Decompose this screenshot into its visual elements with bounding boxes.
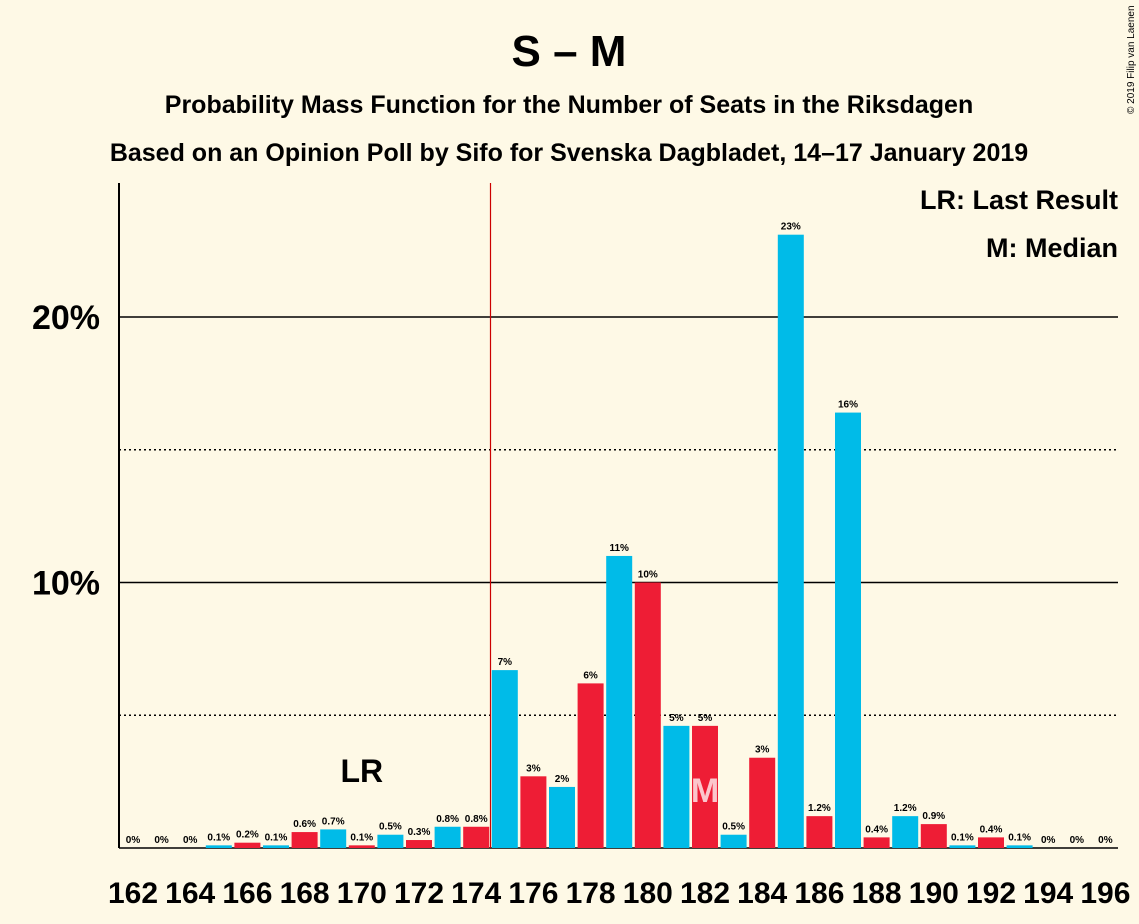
bar-seat-191 xyxy=(949,845,976,848)
data-label-seat-173: 0.8% xyxy=(436,814,459,825)
bar-seat-169 xyxy=(320,829,347,848)
data-label-seat-172: 0.3% xyxy=(408,827,431,838)
data-labels: 0% 0% 0% 0.1% 0.2% 0.1% 0.6% 0.7% 0.1% 0.5% 0.3% 0.… xyxy=(126,222,1113,846)
bar-seat-176 xyxy=(520,776,547,848)
bar-seat-173 xyxy=(434,826,461,848)
data-label-seat-185: 23% xyxy=(781,222,801,233)
x-tick-174: 174 xyxy=(451,877,501,910)
data-label-seat-169: 0.7% xyxy=(322,816,345,827)
x-tick-186: 186 xyxy=(794,877,844,910)
bar-seat-180 xyxy=(634,582,661,848)
data-label-seat-171: 0.5% xyxy=(379,822,402,833)
data-label-seat-189: 1.2% xyxy=(894,803,917,814)
data-label-seat-183: 0.5% xyxy=(722,822,745,833)
bar-seat-170 xyxy=(348,845,375,848)
data-label-seat-176: 3% xyxy=(526,763,541,774)
bar-seat-174 xyxy=(463,826,490,848)
x-tick-192: 192 xyxy=(966,877,1016,910)
data-label-seat-180: 10% xyxy=(638,570,658,581)
data-label-seat-190: 0.9% xyxy=(922,811,945,822)
data-label-seat-193: 0.1% xyxy=(1008,832,1031,843)
legend-median: M: Median xyxy=(986,233,1118,263)
x-tick-180: 180 xyxy=(623,877,673,910)
bar-seat-186 xyxy=(806,816,833,848)
x-tick-176: 176 xyxy=(508,877,558,910)
x-tick-168: 168 xyxy=(280,877,330,910)
copyright-text: © 2019 Filip van Laenen xyxy=(1126,5,1137,114)
data-label-seat-165: 0.1% xyxy=(207,832,230,843)
data-label-seat-194: 0% xyxy=(1041,835,1056,846)
chart-subtitle-1: Probability Mass Function for the Number… xyxy=(165,91,973,119)
data-label-seat-174: 0.8% xyxy=(465,814,488,825)
data-label-seat-177: 2% xyxy=(555,774,570,785)
x-tick-184: 184 xyxy=(737,877,787,910)
data-label-seat-167: 0.1% xyxy=(265,832,288,843)
data-label-seat-182: 5% xyxy=(698,713,713,724)
bar-seat-183 xyxy=(720,834,747,848)
data-label-seat-166: 0.2% xyxy=(236,830,259,841)
data-label-seat-175: 7% xyxy=(498,657,513,668)
chart-title: S – M xyxy=(512,27,627,76)
data-label-seat-196: 0% xyxy=(1098,835,1113,846)
bar-seat-178 xyxy=(577,683,604,848)
bar-seat-184 xyxy=(749,757,776,848)
bar-seat-193 xyxy=(1006,845,1033,848)
data-label-seat-188: 0.4% xyxy=(865,824,888,835)
data-label-seat-186: 1.2% xyxy=(808,803,831,814)
data-label-seat-184: 3% xyxy=(755,745,770,756)
median-marker: M xyxy=(691,772,719,810)
data-label-seat-164: 0% xyxy=(183,835,198,846)
bars xyxy=(205,234,1033,848)
x-tick-196: 196 xyxy=(1080,877,1130,910)
data-label-seat-170: 0.1% xyxy=(350,832,373,843)
bar-seat-181 xyxy=(663,725,690,848)
data-label-seat-195: 0% xyxy=(1070,835,1085,846)
data-label-seat-162: 0% xyxy=(126,835,141,846)
bar-seat-185 xyxy=(777,234,804,848)
bar-seat-171 xyxy=(377,834,404,848)
bar-seat-168 xyxy=(291,832,318,848)
data-label-seat-179: 11% xyxy=(609,543,629,554)
data-label-seat-181: 5% xyxy=(669,713,684,724)
data-label-seat-192: 0.4% xyxy=(980,824,1003,835)
x-tick-172: 172 xyxy=(394,877,444,910)
last-result-marker: LR xyxy=(340,753,383,789)
x-tick-labels: 162 164 166 168 170 172 174 176 178 180 182 184 186 1… xyxy=(108,877,1130,910)
data-label-seat-168: 0.6% xyxy=(293,819,316,830)
x-tick-170: 170 xyxy=(337,877,387,910)
data-label-seat-178: 6% xyxy=(583,670,598,681)
x-tick-188: 188 xyxy=(852,877,902,910)
bar-seat-192 xyxy=(978,837,1004,848)
y-tick-20: 20% xyxy=(32,299,100,337)
bar-seat-190 xyxy=(920,824,947,848)
y-tick-labels: 10% 20% xyxy=(32,299,100,603)
bar-seat-177 xyxy=(549,786,575,848)
data-label-seat-187: 16% xyxy=(838,400,858,411)
bar-seat-189 xyxy=(892,816,919,848)
bar-seat-175 xyxy=(491,670,518,848)
legend-last-result: LR: Last Result xyxy=(920,185,1118,215)
bar-seat-187 xyxy=(835,412,861,848)
bar-seat-182 xyxy=(692,725,718,848)
bar-seat-166 xyxy=(234,842,261,848)
x-tick-162: 162 xyxy=(108,877,158,910)
x-tick-166: 166 xyxy=(222,877,272,910)
x-tick-164: 164 xyxy=(165,877,215,910)
x-tick-190: 190 xyxy=(909,877,959,910)
bar-seat-167 xyxy=(263,845,289,848)
x-tick-194: 194 xyxy=(1023,877,1073,910)
bar-seat-179 xyxy=(606,555,633,848)
y-tick-10: 10% xyxy=(32,565,100,603)
chart-subtitle-2: Based on an Opinion Poll by Sifo for Sve… xyxy=(110,139,1028,167)
x-tick-182: 182 xyxy=(680,877,730,910)
data-label-seat-163: 0% xyxy=(154,835,169,846)
data-label-seat-191: 0.1% xyxy=(951,832,974,843)
x-tick-178: 178 xyxy=(566,877,616,910)
bar-seat-172 xyxy=(406,840,432,848)
bar-seat-188 xyxy=(863,837,890,848)
bar-seat-165 xyxy=(205,845,232,848)
